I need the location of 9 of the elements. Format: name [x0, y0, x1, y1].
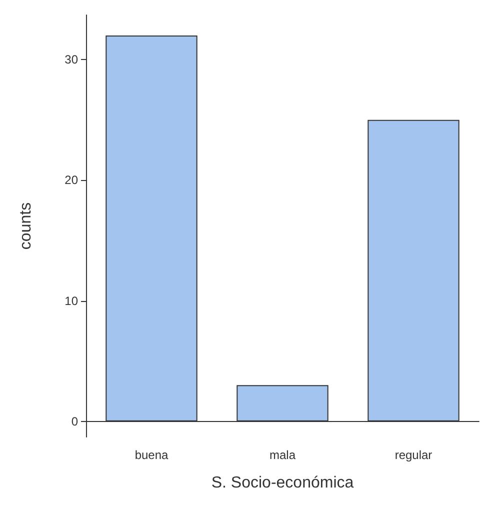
x-tick-label: regular	[394, 448, 432, 462]
y-tick-label: 0	[71, 414, 78, 428]
y-tick-label: 10	[64, 294, 78, 308]
y-axis-title: counts	[18, 202, 34, 250]
y-tick-label: 20	[64, 173, 78, 188]
x-tick-label: mala	[269, 448, 296, 462]
x-tick-label: buena	[134, 448, 169, 462]
y-tick-label: 30	[64, 52, 78, 67]
x-axis-title: S. Socio-económica	[211, 474, 354, 492]
